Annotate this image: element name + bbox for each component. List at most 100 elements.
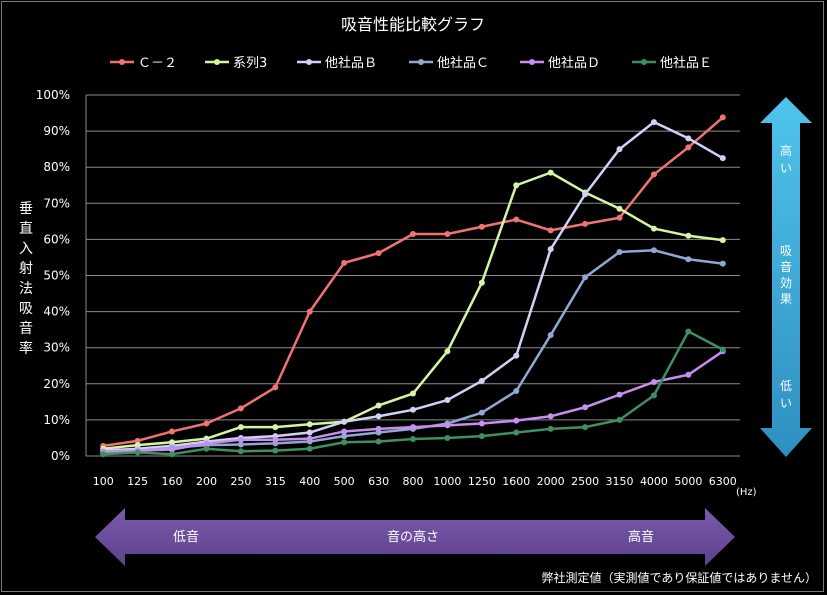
data-point [134, 437, 141, 444]
absorption-effect-label: 効 [780, 275, 792, 290]
data-point [547, 332, 554, 339]
pitch-arrow [95, 508, 735, 566]
x-tick-label: 1250 [468, 475, 496, 488]
data-point [616, 391, 623, 398]
data-point [100, 451, 107, 458]
data-point [719, 237, 726, 244]
data-point [582, 274, 589, 281]
low-effect-label: 低 [780, 379, 792, 393]
data-point [616, 249, 623, 256]
data-point [444, 422, 451, 429]
legend-marker [641, 59, 647, 65]
data-point [582, 424, 589, 431]
y-tick-label: 60% [43, 232, 70, 246]
data-point [444, 230, 451, 237]
data-point [306, 435, 313, 442]
legend-label: 他社品Ｄ [548, 55, 600, 71]
high-pitch-label: 高音 [628, 529, 654, 545]
data-point [169, 451, 176, 458]
x-axis-ticks: 100 125 160 200 250 315 400 500 630 800 1000 1250 16… [93, 475, 737, 488]
data-point [547, 246, 554, 253]
data-point [134, 449, 141, 456]
y-axis-label-char: 射 [19, 261, 33, 277]
series [100, 328, 726, 458]
data-point [272, 436, 279, 443]
legend-label: 他社品Ｃ [437, 55, 489, 71]
data-point [306, 445, 313, 452]
data-point [719, 114, 726, 121]
high-effect-label: い [780, 161, 792, 175]
x-tick-label: 125 [127, 475, 148, 488]
data-point [650, 119, 657, 126]
y-tick-label: 0% [51, 449, 70, 463]
y-axis-label-char: 入 [19, 241, 33, 257]
y-axis-label-char: 吸 [19, 301, 33, 317]
y-tick-label: 10% [43, 413, 70, 427]
legend-item: 他社品Ｄ [520, 55, 600, 71]
data-point [375, 250, 382, 257]
data-point [478, 377, 485, 384]
data-point [513, 352, 520, 359]
x-tick-label: 250 [230, 475, 251, 488]
x-tick-label: 400 [299, 475, 320, 488]
data-point [685, 328, 692, 335]
legend-marker [418, 59, 424, 65]
data-point [650, 171, 657, 178]
data-point [719, 155, 726, 162]
data-point [513, 216, 520, 223]
data-point [237, 405, 244, 412]
data-point [478, 420, 485, 427]
data-point [685, 144, 692, 151]
data-point [444, 434, 451, 441]
data-point [444, 348, 451, 355]
data-point [582, 191, 589, 198]
y-tick-label: 30% [43, 341, 70, 355]
data-point [616, 416, 623, 423]
y-tick-label: 80% [43, 160, 70, 174]
low-pitch-label: 低音 [173, 529, 199, 545]
data-point [650, 225, 657, 232]
data-point [513, 417, 520, 424]
legend-label: 系列3 [233, 56, 267, 71]
data-point [478, 409, 485, 416]
data-point [272, 447, 279, 454]
y-axis-label-char: 音 [19, 320, 33, 337]
data-point [719, 346, 726, 353]
data-point [478, 279, 485, 286]
series [100, 114, 726, 449]
y-tick-label: 50% [43, 269, 70, 283]
data-point [169, 428, 176, 435]
data-point [410, 424, 416, 431]
y-axis-label-char: 率 [19, 340, 33, 357]
data-point [306, 429, 313, 436]
data-point [341, 418, 348, 425]
data-point [719, 260, 726, 267]
legend-label: 他社品Ｂ [325, 55, 377, 71]
x-tick-label: 1000 [433, 475, 461, 488]
legend-item: 他社品Ｂ [297, 55, 377, 71]
data-point [650, 247, 657, 254]
legend-item: Ｃ－２ [110, 56, 177, 71]
x-tick-label: 4000 [640, 475, 668, 488]
absorption-effect-arrow [760, 97, 812, 457]
x-tick-label: 5000 [674, 475, 702, 488]
legend-item: 他社品Ｅ [632, 55, 712, 71]
data-point [341, 433, 348, 440]
data-point [478, 223, 485, 230]
data-point [616, 214, 623, 221]
x-tick-label: 2000 [537, 475, 565, 488]
x-axis-unit: (Hz) [736, 487, 757, 498]
data-point [169, 446, 176, 453]
legend-marker [119, 59, 125, 65]
data-point [650, 392, 657, 399]
data-point [375, 425, 382, 432]
data-point [272, 424, 279, 431]
x-tick-label: 6300 [709, 475, 737, 488]
data-point [306, 421, 313, 428]
data-point [685, 232, 692, 239]
data-point [685, 135, 692, 142]
series-line [103, 248, 723, 453]
